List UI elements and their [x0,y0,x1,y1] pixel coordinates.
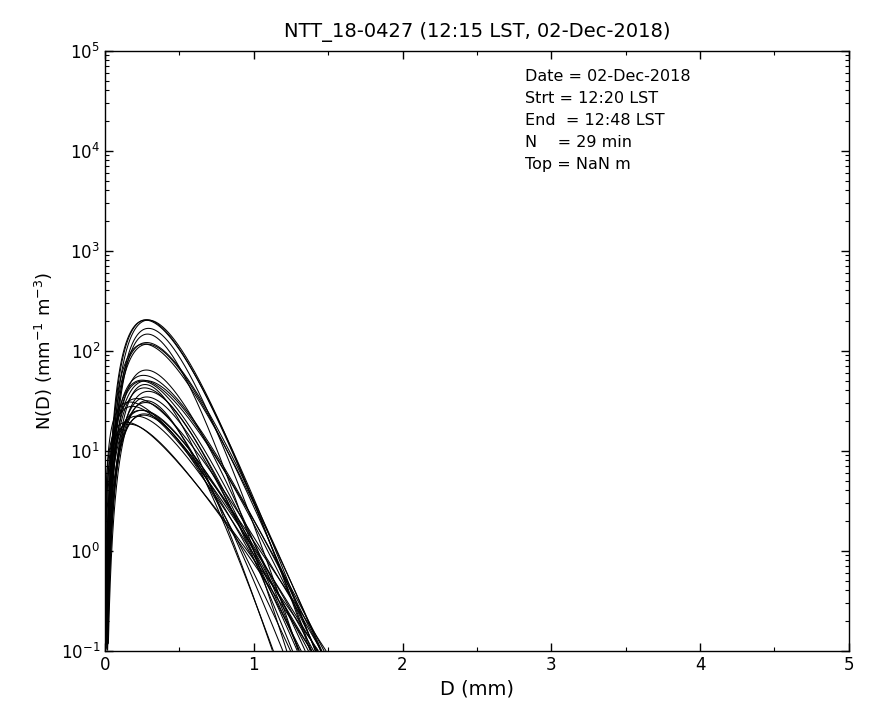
X-axis label: D (mm): D (mm) [440,679,514,698]
Text: Date = 02-Dec-2018
Strt = 12:20 LST
End  = 12:48 LST
N    = 29 min
Top = NaN m: Date = 02-Dec-2018 Strt = 12:20 LST End … [525,69,691,172]
Title: NTT_18-0427 (12:15 LST, 02-Dec-2018): NTT_18-0427 (12:15 LST, 02-Dec-2018) [284,22,670,42]
Y-axis label: N(D) (mm$^{-1}$ m$^{-3}$): N(D) (mm$^{-1}$ m$^{-3}$) [33,271,55,430]
